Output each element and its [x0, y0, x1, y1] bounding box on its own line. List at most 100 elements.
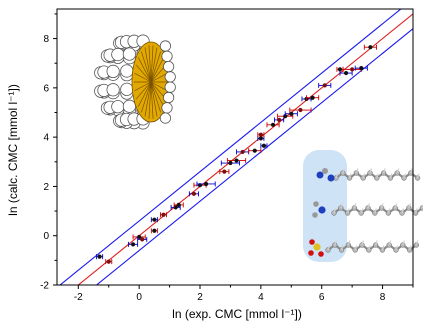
ring-carbon-atom	[322, 168, 328, 174]
data-marker	[310, 95, 315, 100]
micelle-head-sphere	[120, 82, 134, 96]
data-point	[342, 66, 362, 72]
micelle-tail	[148, 45, 152, 83]
hydrogen-bond	[367, 203, 371, 209]
data-points	[96, 44, 377, 265]
data-marker	[277, 117, 282, 122]
hydrogen-bond	[403, 173, 407, 179]
molecule-ammonium	[331, 203, 423, 216]
micelle-tail	[137, 57, 152, 83]
data-point	[170, 204, 181, 210]
hydrogen-bond	[410, 168, 413, 174]
hydrogen-bond	[340, 203, 343, 209]
micelle-head-sphere	[161, 50, 173, 62]
data-marker	[258, 136, 263, 141]
micelle-tail	[144, 81, 152, 117]
hydrogen-bond	[354, 245, 358, 251]
micelle-tail	[134, 81, 152, 92]
data-marker	[337, 67, 343, 72]
micelle-head-sphere	[122, 47, 136, 61]
hydrogen-bond	[374, 208, 377, 214]
molecule-sulfonate	[325, 240, 420, 253]
data-marker	[152, 217, 157, 222]
hydrogen-bond	[395, 245, 399, 251]
micelle-tail	[135, 81, 152, 100]
x-axis-label: ln (exp. CMC [mmol l⁻¹])	[172, 307, 302, 321]
hydrogen-bond	[360, 208, 364, 214]
y-tick-label: 4	[43, 133, 49, 144]
data-marker	[270, 122, 276, 127]
oxygen-atom	[308, 250, 314, 256]
micelle-head-sphere	[106, 64, 120, 79]
hydrogen-bond	[334, 240, 337, 246]
data-point	[188, 191, 199, 197]
inset-illustrations	[94, 34, 423, 262]
hydrogen-bond	[342, 168, 345, 174]
hydrogen-bond	[381, 203, 384, 209]
micelle-tail	[150, 81, 165, 107]
data-marker	[252, 148, 257, 153]
micelle-tail	[137, 81, 152, 107]
hydrogen-bond	[341, 245, 344, 251]
hydrogen-bond	[327, 245, 331, 251]
data-point	[257, 135, 265, 141]
hydrogen-bond	[394, 203, 398, 209]
data-marker	[137, 234, 142, 240]
data-marker	[130, 242, 136, 247]
nitrogen-atom	[318, 206, 326, 214]
upper-bound-line	[59, 9, 402, 285]
hydrogen-bond	[409, 245, 412, 251]
data-marker	[106, 259, 111, 264]
data-point	[132, 234, 146, 240]
data-marker	[298, 107, 303, 113]
data-point	[219, 169, 230, 175]
data-marker	[152, 228, 157, 233]
micelle-head-sphere	[106, 83, 120, 97]
data-point	[105, 259, 113, 265]
x-tick-label: 6	[319, 292, 325, 303]
hydrogen-bond	[415, 240, 419, 246]
hydrogen-bond	[388, 240, 392, 246]
data-marker	[176, 202, 181, 208]
data-point	[248, 148, 262, 154]
hydrogen-bond	[333, 208, 337, 214]
micelle-tail	[135, 64, 152, 83]
data-point	[354, 65, 368, 71]
data-marker	[289, 111, 294, 116]
y-tick-label: 0	[43, 231, 49, 242]
micelle-head-sphere	[161, 102, 173, 114]
x-tick-label: 4	[258, 292, 264, 303]
y-tick-label: 8	[43, 34, 49, 45]
data-marker	[191, 191, 197, 196]
micelle-head-sphere	[164, 81, 176, 93]
surfactant-molecules-illustration	[303, 150, 423, 262]
micelle-head-sphere	[159, 112, 171, 124]
data-marker	[359, 66, 364, 71]
fit-line	[77, 13, 413, 285]
molecule-imidazolium	[333, 168, 421, 181]
data-marker	[203, 181, 209, 187]
hydrogen-bond	[375, 240, 378, 246]
data-marker	[161, 212, 166, 217]
micelle-tail	[141, 81, 152, 113]
micelle-head-sphere	[163, 91, 175, 104]
data-point	[236, 149, 250, 155]
micelle-tail	[150, 57, 165, 83]
data-point	[220, 160, 241, 166]
methyl-carbon-atom	[312, 212, 318, 218]
oxygen-atom	[318, 251, 324, 257]
hydrogen-bond	[335, 173, 339, 179]
data-point	[284, 111, 298, 117]
data-point	[96, 254, 104, 260]
data-marker	[222, 169, 227, 174]
hydrogen-bond	[349, 173, 352, 179]
data-point	[226, 158, 247, 164]
data-marker	[350, 67, 355, 72]
data-marker	[261, 143, 267, 148]
nitrogen-atom	[327, 174, 335, 182]
data-marker	[234, 158, 239, 163]
y-tick-label: 6	[43, 83, 49, 94]
data-point	[160, 212, 167, 218]
y-tick-label: 2	[43, 182, 49, 193]
data-point	[196, 181, 216, 187]
